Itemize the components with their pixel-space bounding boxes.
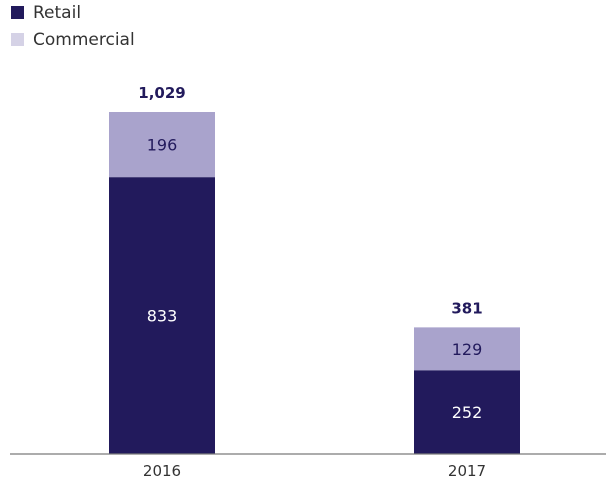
x-tick-label-2016: 2016 (143, 462, 181, 480)
legend: Retail Commercial (11, 3, 135, 50)
bar-retail-2017 (414, 370, 520, 454)
legend-swatch-commercial (11, 33, 24, 46)
data-label-retail-2016: 833 (147, 307, 178, 326)
legend-label-retail: Retail (33, 3, 81, 23)
bar-commercial-2017 (414, 327, 520, 371)
total-label-2016: 1,029 (138, 84, 185, 102)
bars: 833 196 1,029 252 129 381 (109, 84, 520, 454)
data-label-retail-2017: 252 (452, 403, 483, 422)
legend-label-commercial: Commercial (33, 30, 135, 50)
data-label-commercial-2017: 129 (452, 340, 483, 359)
bar-commercial-2016 (109, 112, 215, 178)
bar-retail-2016 (109, 177, 215, 454)
legend-swatch-retail (11, 6, 24, 19)
x-tick-label-2017: 2017 (448, 462, 486, 480)
x-axis-ticks: 2016 2017 (143, 462, 486, 480)
data-label-commercial-2016: 196 (147, 136, 178, 155)
total-label-2017: 381 (451, 299, 482, 317)
